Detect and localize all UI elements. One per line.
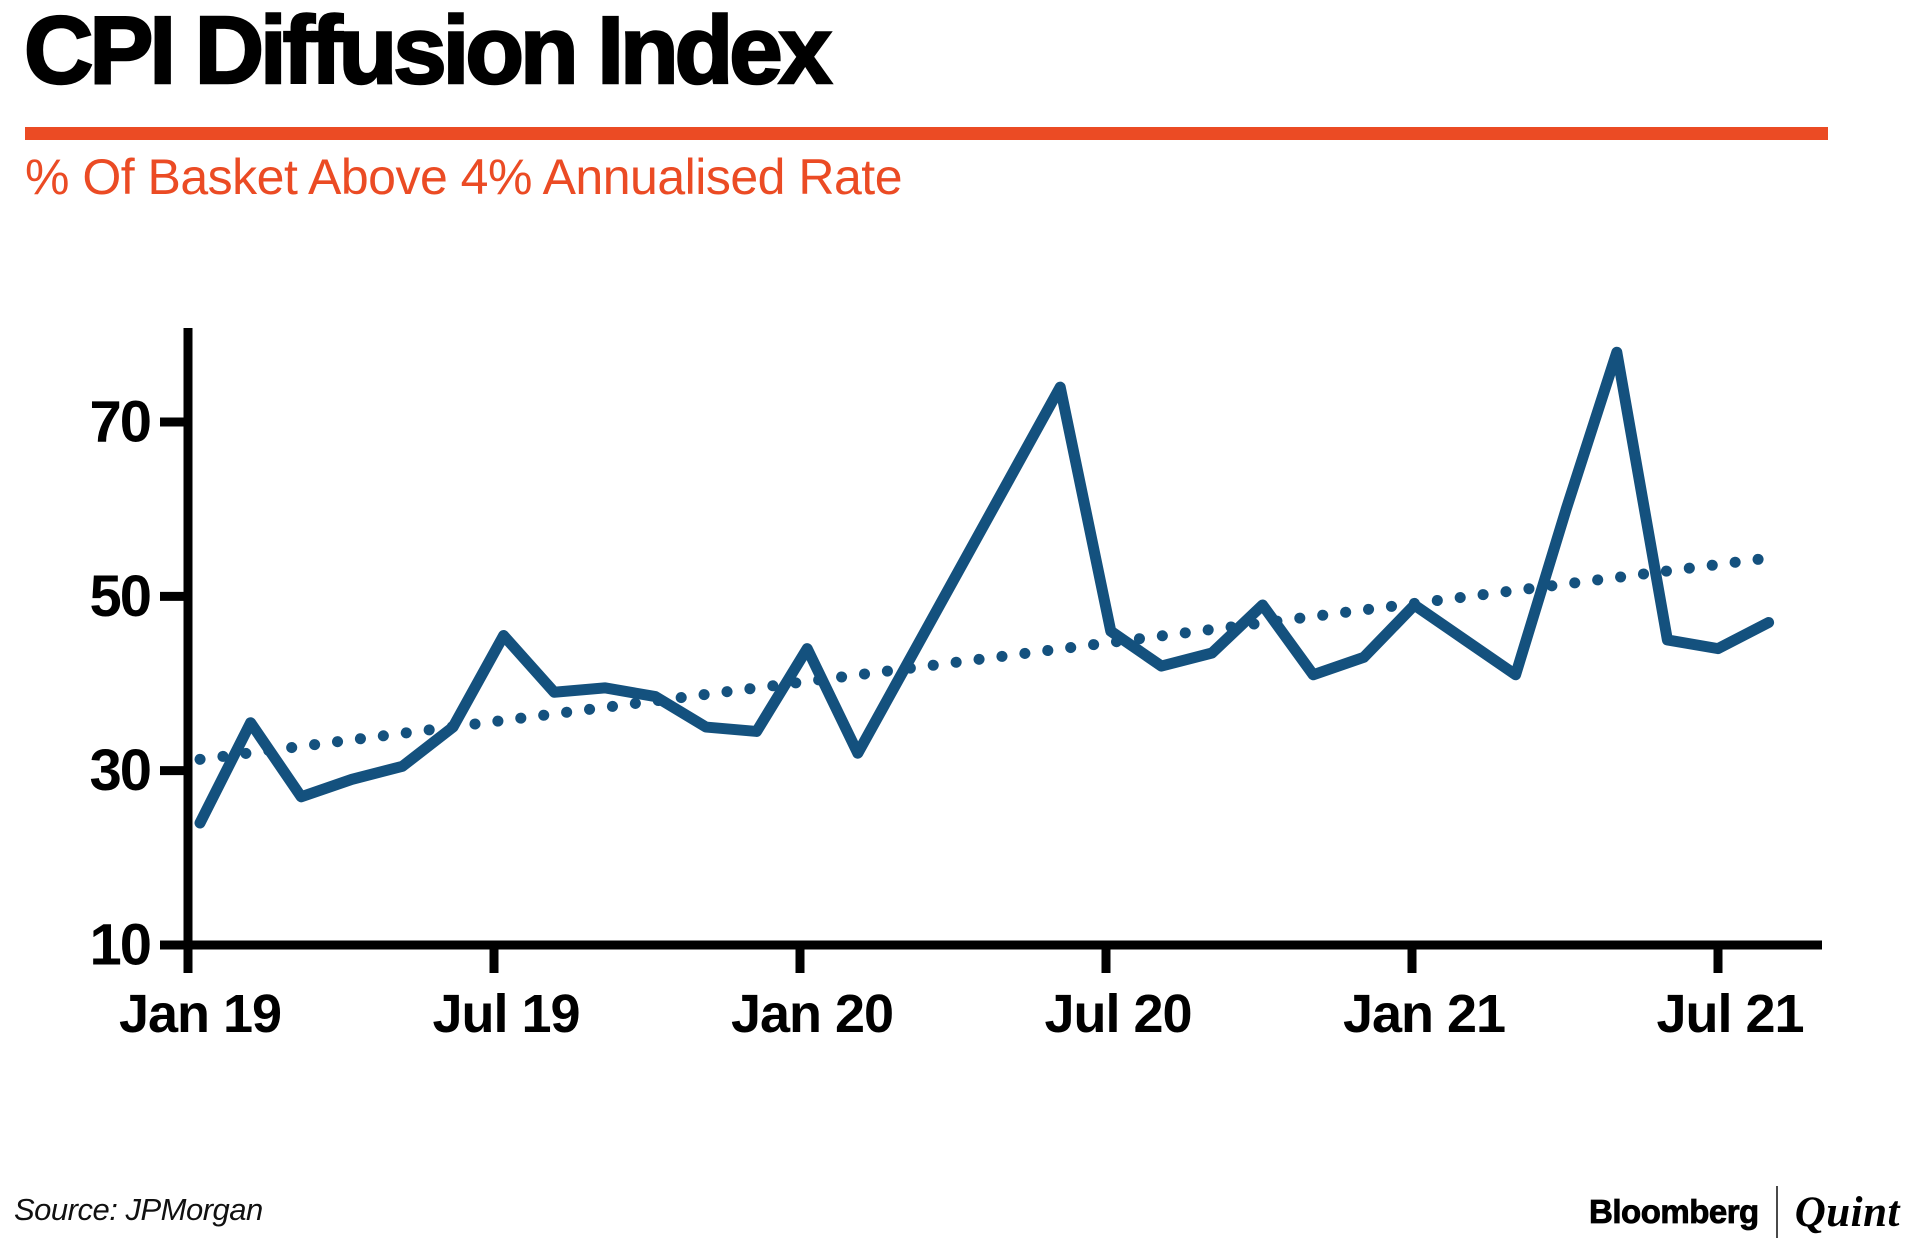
y-tick-label: 10	[89, 913, 150, 978]
x-tick-label: Jul 20	[1044, 984, 1191, 1044]
trend-dotted-line	[194, 552, 1775, 765]
accent-rule	[25, 127, 1828, 140]
brand-bloomberg: Bloomberg	[1589, 1193, 1760, 1231]
x-tick-label: Jan 21	[1343, 984, 1505, 1044]
brand-quint: Quint	[1794, 1188, 1900, 1236]
x-tick-label: Jul 19	[432, 984, 579, 1044]
brand-divider	[1775, 1186, 1778, 1238]
x-tick-label: Jan 19	[119, 984, 281, 1044]
x-tick-label: Jan 20	[731, 984, 893, 1044]
source-note: Source: JPMorgan	[14, 1192, 263, 1227]
page-title: CPI Diffusion Index	[23, 0, 834, 105]
y-tick-label: 30	[89, 738, 150, 803]
page-subtitle: % Of Basket Above 4% Annualised Rate	[25, 149, 903, 205]
x-tick-label: Jul 21	[1656, 984, 1803, 1044]
brand-logo: Bloomberg Quint	[1589, 1186, 1900, 1238]
y-tick-label: 70	[89, 389, 150, 454]
cpi-series-line	[194, 346, 1775, 829]
y-tick-label: 50	[89, 564, 150, 629]
